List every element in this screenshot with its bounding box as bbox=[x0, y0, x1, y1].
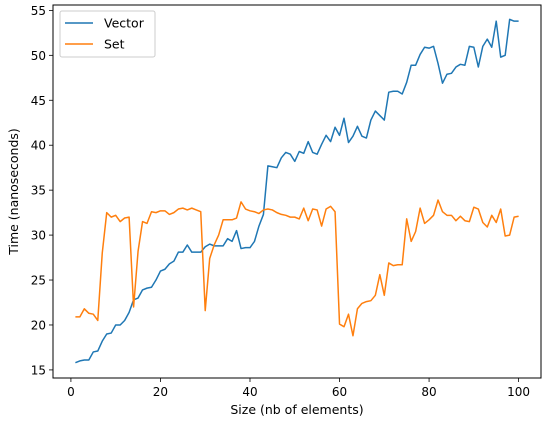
y-tick-label: 50 bbox=[31, 49, 46, 63]
y-tick-label: 30 bbox=[31, 229, 46, 243]
x-tick-label: 100 bbox=[507, 385, 530, 399]
y-tick-label: 20 bbox=[31, 318, 46, 332]
x-axis: 0 20 40 60 80 100 bbox=[67, 378, 530, 399]
x-tick-label: 20 bbox=[153, 385, 168, 399]
series-layer bbox=[75, 18, 519, 364]
series-line-set bbox=[75, 199, 519, 337]
y-axis: 15 20 25 30 35 40 45 50 55 bbox=[31, 4, 53, 377]
x-tick-label: 40 bbox=[242, 385, 257, 399]
x-axis-label: Size (nb of elements) bbox=[230, 402, 363, 417]
y-axis-label: Time (nanoseconds) bbox=[6, 128, 21, 256]
x-tick-label: 60 bbox=[332, 385, 347, 399]
legend-label-vector: Vector bbox=[104, 16, 145, 31]
plot-frame bbox=[52, 4, 542, 379]
series-line-vector bbox=[75, 18, 519, 364]
y-tick-label: 55 bbox=[31, 4, 46, 18]
legend-label-set: Set bbox=[104, 37, 125, 52]
x-tick-label: 0 bbox=[67, 385, 75, 399]
y-tick-label: 40 bbox=[31, 139, 46, 153]
y-tick-label: 35 bbox=[31, 184, 46, 198]
y-tick-label: 25 bbox=[31, 274, 46, 288]
y-tick-label: 15 bbox=[31, 363, 46, 377]
y-tick-label: 45 bbox=[31, 94, 46, 108]
x-tick-label: 80 bbox=[421, 385, 436, 399]
legend: Vector Set bbox=[59, 10, 156, 58]
